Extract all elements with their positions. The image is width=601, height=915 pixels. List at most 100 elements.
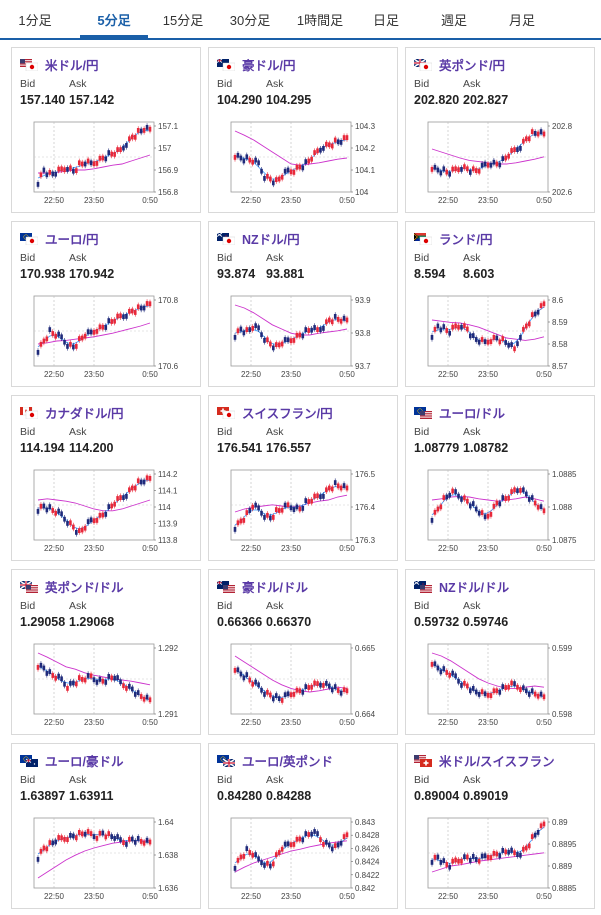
candlestick-chart[interactable]: 0.89 0.8895 0.889 0.8885 22:50 23:50 0:50 [412, 810, 590, 906]
currency-card[interactable]: 英ポンド/円 Bid Ask 202.820 202.827 202.8 202.6 22:5… [405, 47, 595, 213]
pair-name[interactable]: 米ドル/円 [45, 58, 99, 73]
candle-body [501, 684, 505, 689]
pair-name[interactable]: NZドル/ドル [439, 580, 510, 595]
tab-1min[interactable]: 1分足 [18, 13, 52, 28]
y-tick-label: 0.8885 [552, 884, 577, 893]
candlestick-chart[interactable]: 0.665 0.664 22:50 23:50 0:50 [215, 636, 393, 732]
tab-5min[interactable]: 5分足 [80, 0, 148, 38]
candlestick-chart[interactable]: 104.3 104.2 104.1 104 22:50 23:50 0:50 [215, 114, 393, 210]
candle-body [501, 848, 505, 853]
ask-label: Ask [463, 774, 481, 786]
currency-card[interactable]: 豪ドル/円 Bid Ask 104.290 104.295 104.3 104.2 104.1… [208, 47, 398, 213]
tab-daily[interactable]: 日足 [372, 13, 399, 28]
candle-body [542, 508, 546, 514]
currency-card[interactable]: カナダドル/円 Bid Ask 114.194 114.200 114.2 114.1 114… [11, 395, 201, 561]
x-tick-label: 0:50 [536, 718, 552, 727]
candle-body [86, 158, 90, 164]
candle-body [539, 691, 543, 697]
y-tick-label: 0.8422 [355, 871, 380, 880]
pair-name[interactable]: 豪ドル/円 [242, 58, 296, 73]
currency-card[interactable]: NZドル/円 Bid Ask 93.874 93.881 93.9 93.8 93.7 22:5… [208, 221, 398, 387]
candle-body [339, 140, 343, 145]
candlestick-chart[interactable]: 0.599 0.598 22:50 23:50 0:50 [412, 636, 590, 732]
candle-body [289, 338, 293, 344]
currency-card[interactable]: ユーロ/円 Bid Ask 170.938 170.942 170.8 170.6 22:50… [11, 221, 201, 387]
pair-name[interactable]: ユーロ/豪ドル [45, 754, 124, 769]
candle-body [236, 328, 240, 334]
candle-body [66, 167, 69, 172]
candle-body [495, 851, 499, 857]
pair-name[interactable]: カナダドル/円 [45, 406, 124, 421]
candlestick-chart[interactable]: 1.0885 1.088 1.0875 22:50 23:50 0:50 [412, 462, 590, 558]
candle-body [492, 503, 496, 509]
candle-body [319, 837, 322, 842]
currency-card[interactable]: ユーロ/ドル Bid Ask 1.08779 1.08782 1.0885 1.088 1.0… [405, 395, 595, 561]
candle-body [457, 678, 460, 684]
candlestick-chart[interactable]: 176.5 176.4 176.3 22:50 23:50 0:50 [215, 462, 393, 558]
currency-card[interactable]: ユーロ/豪ドル Bid Ask 1.63897 1.63911 1.64 1.638 1.63… [11, 743, 201, 909]
pair-name[interactable]: 英ポンド/円 [439, 58, 505, 73]
tab-monthly[interactable]: 月足 [508, 13, 535, 28]
y-tick-label: 157.1 [158, 122, 179, 131]
candlestick-chart[interactable]: 8.6 8.59 8.58 8.57 22:50 23:50 0:50 [412, 288, 590, 384]
currency-card[interactable]: ユーロ/英ポンド Bid Ask 0.84280 0.84288 0.843 0.8428 0… [208, 743, 398, 909]
pair-name[interactable]: NZドル/円 [242, 232, 300, 247]
candle-body [436, 506, 440, 512]
candle-body [48, 504, 52, 509]
ask-value: 0.59746 [463, 615, 509, 629]
pair-name[interactable]: ユーロ/英ポンド [242, 754, 333, 769]
pair-name[interactable]: スイスフラン/円 [242, 406, 333, 421]
candlestick-chart[interactable]: 170.8 170.6 22:50 23:50 0:50 [18, 288, 196, 384]
candle-body [148, 476, 152, 481]
candlestick-chart[interactable]: 93.9 93.8 93.7 22:50 23:50 0:50 [215, 288, 393, 384]
candle-body [510, 847, 513, 853]
candle-body [289, 842, 293, 848]
candlestick-chart[interactable]: 1.292 1.291 22:50 23:50 0:50 [18, 636, 196, 732]
candle-body [136, 128, 140, 133]
pair-name[interactable]: 豪ドル/ドル [242, 580, 308, 595]
candle-body [60, 676, 63, 682]
candle-body [116, 834, 119, 839]
tab-1hour[interactable]: 1時間足 [296, 13, 344, 28]
candle-body [469, 688, 472, 694]
candle-body [328, 142, 331, 148]
candle-body [292, 842, 296, 847]
candle-body [63, 167, 66, 173]
candle-body [477, 692, 481, 697]
tab-15min[interactable]: 15分足 [162, 13, 204, 28]
currency-card[interactable]: 豪ドル/ドル Bid Ask 0.66366 0.66370 0.665 0.664 22:5… [208, 569, 398, 735]
candle-body [301, 689, 305, 695]
currency-card[interactable]: 米ドル/スイスフラン Bid Ask 0.89004 0.89019 0.89 0.8895… [405, 743, 595, 909]
currency-card[interactable]: 英ポンド/ドル Bid Ask 1.29058 1.29068 1.292 1.291 22:… [11, 569, 201, 735]
tab-30min[interactable]: 30分足 [229, 13, 271, 28]
candle-body [92, 834, 96, 839]
currency-card[interactable]: 米ドル/円 Bid Ask 157.140 157.142 157.1 157 156.9 15… [11, 47, 201, 213]
candle-body [439, 860, 443, 865]
tab-weekly[interactable]: 週足 [440, 13, 467, 28]
candle-body [239, 155, 243, 161]
candlestick-chart[interactable]: 114.2 114.1 114 113.9 113.8 22:50 23:50 0:50 [18, 462, 196, 558]
candle-body [513, 681, 516, 686]
candle-body [72, 524, 75, 530]
candle-body [295, 164, 299, 170]
candle-body [510, 489, 513, 494]
currency-card[interactable]: NZドル/ドル Bid Ask 0.59732 0.59746 0.599 0.598 22:… [405, 569, 595, 735]
candlestick-chart[interactable]: 0.843 0.8428 0.8426 0.8424 0.8422 0.842 22:50 2… [215, 810, 393, 906]
candlestick-chart[interactable]: 202.8 202.6 22:50 23:50 0:50 [412, 114, 590, 210]
pair-name[interactable]: ユーロ/ドル [439, 406, 505, 421]
bid-label: Bid [414, 600, 430, 612]
currency-card[interactable]: ランド/円 Bid Ask 8.594 8.603 8.6 8.59 8.58 8.57 22:5… [405, 221, 595, 387]
pair-name[interactable]: ユーロ/円 [45, 232, 99, 247]
candle-body [83, 525, 87, 531]
gb-jp-flag-icon [413, 58, 433, 72]
pair-name[interactable]: ランド/円 [439, 232, 493, 247]
pair-name[interactable]: 英ポンド/ドル [45, 580, 124, 595]
currency-card[interactable]: スイスフラン/円 Bid Ask 176.541 176.557 176.5 176.4 17… [208, 395, 398, 561]
candle-body [463, 854, 466, 860]
candlestick-chart[interactable]: 1.64 1.638 1.636 22:50 23:50 0:50 [18, 810, 196, 906]
candle-body [101, 678, 105, 684]
candlestick-chart[interactable]: 157.1 157 156.9 156.8 22:50 23:50 0:50 [18, 114, 196, 210]
candle-body [527, 321, 531, 327]
candle-body [39, 503, 43, 509]
pair-name[interactable]: 米ドル/スイスフラン [439, 754, 555, 769]
